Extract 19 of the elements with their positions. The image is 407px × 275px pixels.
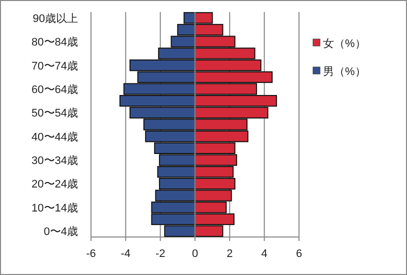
y-tick-label: 60〜64歳 — [32, 82, 78, 96]
y-tick-label: 30〜34歳 — [32, 154, 78, 168]
x-tick-label: 0 — [192, 248, 198, 260]
legend-label: 男（%） — [323, 66, 366, 78]
x-tick-label: -6 — [86, 248, 96, 260]
y-tick-label: 90歳以上 — [32, 12, 78, 25]
y-tick-label: 10〜14歳 — [32, 201, 78, 214]
x-tick-label: -4 — [120, 248, 131, 260]
y-tick-label: 40〜44歳 — [32, 130, 78, 144]
y-tick-label: 0〜4歳 — [44, 225, 78, 238]
y-tick-label: 80〜84歳 — [32, 36, 78, 49]
x-tick-label: 6 — [296, 248, 302, 260]
x-tick-label: 4 — [261, 248, 268, 260]
y-tick-label: 70〜74歳 — [32, 59, 78, 72]
x-tick-label: 2 — [226, 248, 233, 260]
y-tick-label: 50〜54歳 — [32, 106, 78, 120]
y-tick-label: 20〜24歳 — [32, 178, 78, 191]
legend-label: 女（%） — [323, 38, 366, 50]
x-tick-label: -2 — [155, 248, 166, 260]
